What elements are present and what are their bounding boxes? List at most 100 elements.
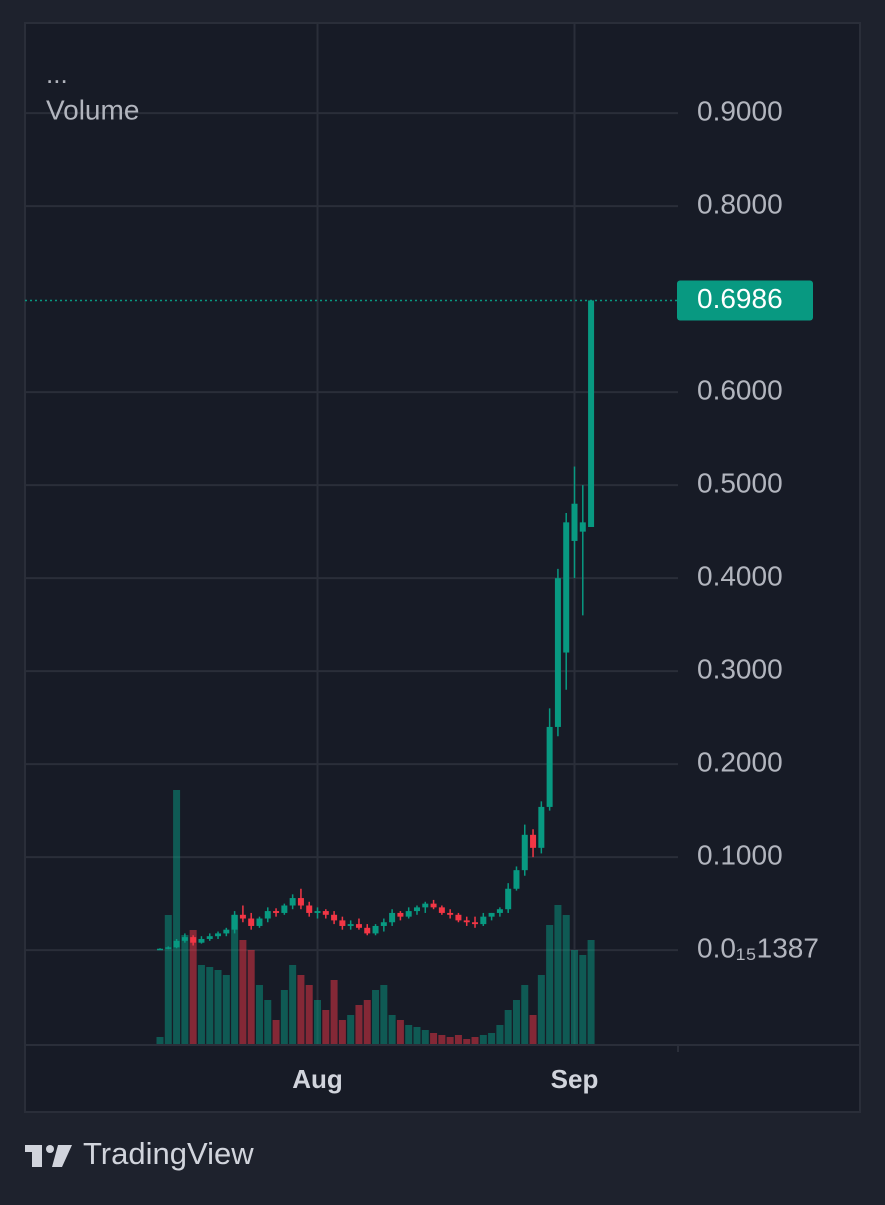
candle-body (223, 929, 230, 934)
candle-body (289, 898, 296, 906)
candle-body (438, 907, 445, 913)
candle-body (563, 522, 570, 653)
volume-bar (504, 1010, 512, 1045)
candle-body (173, 940, 180, 948)
volume-bar (537, 975, 545, 1045)
candle-body (181, 937, 188, 941)
y-tick-label: 0.0₁₅1387 (697, 933, 819, 964)
candle-body (273, 911, 280, 913)
volume-bar (255, 985, 263, 1045)
candle-body (397, 912, 404, 917)
last-price-badge (677, 280, 813, 321)
volume-bar (330, 980, 338, 1045)
panel (24, 22, 861, 1113)
menu-dots[interactable]: ... (46, 59, 68, 89)
candle-body (306, 905, 313, 913)
candle-body (422, 903, 429, 908)
candle-body (215, 933, 222, 937)
volume-bar (488, 1033, 496, 1045)
volume-bar (280, 990, 288, 1045)
volume-bar (430, 1033, 438, 1045)
candle-body (372, 925, 379, 934)
candle-body (364, 927, 371, 934)
candle-body (513, 870, 520, 889)
candle-body (546, 726, 553, 807)
volume-bar (380, 985, 388, 1045)
volume-bar (579, 955, 587, 1045)
volume-bar (562, 915, 570, 1045)
volume-bar (454, 1035, 462, 1045)
logo-part (32, 1145, 42, 1167)
y-tick-label: 0.2000 (697, 747, 783, 778)
volume-bar (421, 1030, 429, 1045)
volume-bar (247, 950, 255, 1045)
y-tick-label: 0.6000 (697, 375, 783, 406)
volume-bar (438, 1035, 446, 1045)
candle-body (339, 920, 346, 926)
volume-bar (347, 1015, 355, 1045)
brand-name: TradingView (83, 1136, 254, 1171)
candle-body (472, 922, 479, 925)
volume-bar (496, 1025, 504, 1045)
x-tick-label: Aug (292, 1064, 343, 1094)
brand-logo (25, 1145, 72, 1167)
volume-bar (239, 940, 247, 1045)
candle-body (297, 898, 304, 906)
volume-layer (156, 790, 595, 1045)
logo-part (52, 1145, 72, 1167)
candle-body (554, 578, 561, 727)
candle-body (355, 924, 362, 928)
volume-bar (305, 985, 313, 1045)
volume-bar (214, 970, 222, 1045)
candle-body (190, 937, 197, 943)
volume-bar (289, 965, 297, 1045)
candle-body (530, 834, 537, 848)
candle-body (157, 948, 163, 951)
volume-bar (189, 930, 197, 1045)
volume-bar (363, 1000, 371, 1045)
volume-bar (512, 1000, 520, 1045)
y-tick-label: 0.4000 (697, 561, 783, 592)
volume-bar (546, 925, 554, 1045)
volume-bar (405, 1025, 413, 1045)
volume-bar (206, 967, 214, 1045)
candle-body (256, 918, 263, 926)
volume-bar (164, 915, 172, 1045)
volume-bar (173, 790, 181, 1045)
candle-body (505, 888, 512, 910)
volume-bar (272, 1020, 280, 1045)
volume-bar (554, 905, 562, 1045)
volume-bar (571, 950, 578, 1045)
candle-body (521, 834, 528, 871)
volume-bar (388, 1015, 396, 1045)
candle-body (430, 903, 437, 908)
y-tick-label: 0.3000 (697, 654, 783, 685)
candle-body (389, 912, 396, 923)
candle-body (331, 914, 338, 921)
volume-bar (521, 985, 529, 1045)
candle-body (165, 947, 172, 949)
volume-bar (264, 1000, 272, 1045)
candle-body (480, 916, 487, 925)
candle-body (239, 914, 246, 919)
volume-label: Volume (46, 94, 139, 125)
candle-body (206, 936, 213, 939)
volume-bar (463, 1039, 471, 1045)
volume-bar (413, 1027, 421, 1045)
candle-layer (157, 300, 595, 951)
candle-body (538, 806, 545, 848)
volume-bar (181, 935, 189, 1045)
volume-bar (355, 1005, 363, 1045)
candle-body (463, 920, 470, 923)
candle-body (496, 909, 503, 913)
candle-body (571, 503, 578, 541)
candle-body (264, 911, 271, 919)
volume-bar (479, 1035, 487, 1045)
y-tick-label: 0.8000 (697, 189, 783, 220)
volume-bar (396, 1020, 404, 1045)
y-tick-label: 0.1000 (697, 840, 783, 871)
candle-body (413, 907, 420, 912)
candle-body (579, 522, 586, 532)
